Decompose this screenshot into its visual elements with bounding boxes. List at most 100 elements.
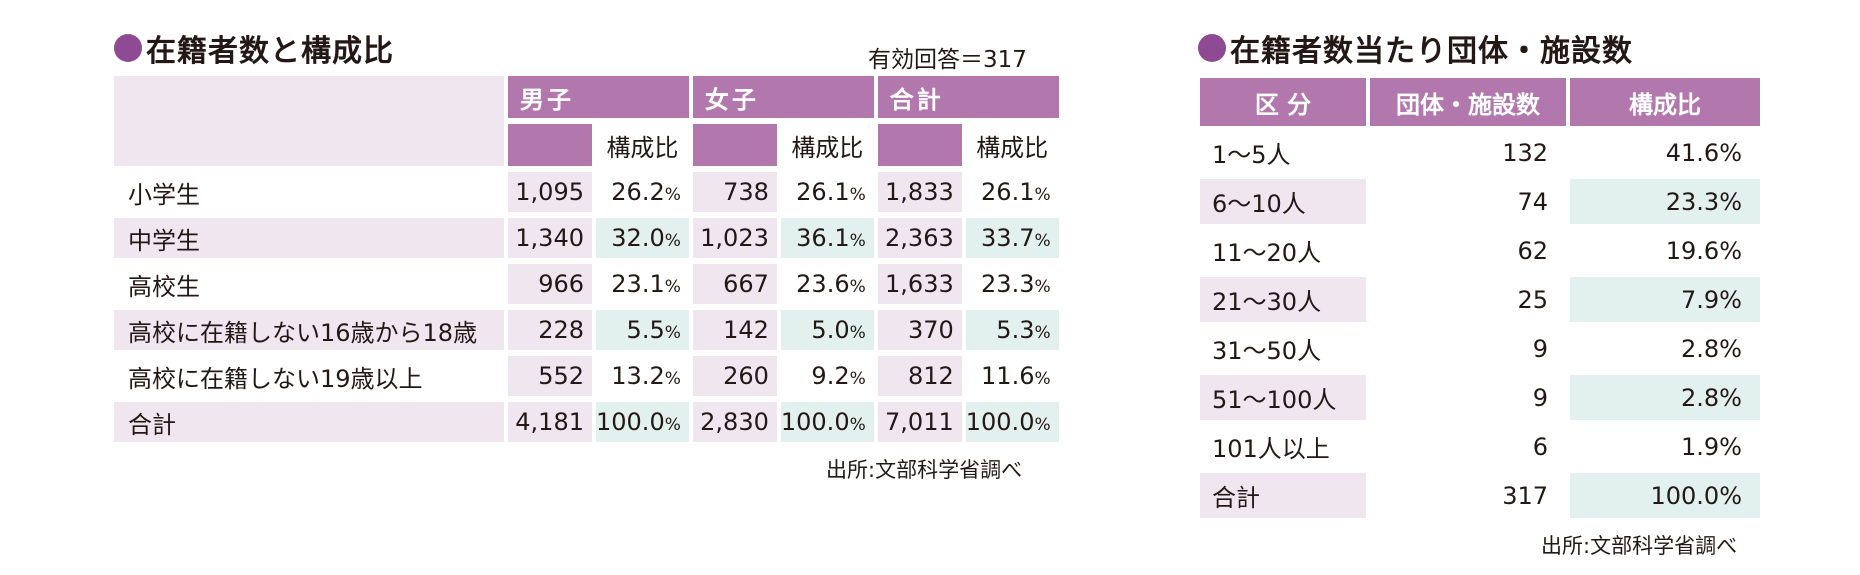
percent-unit: % <box>664 369 681 389</box>
ratio-value: 33.7 <box>981 224 1035 252</box>
cell-total-count: 2,363 <box>877 218 962 258</box>
cell-girls-ratio: 100.0% <box>780 402 874 442</box>
ratio-value: 26.2 <box>611 178 665 206</box>
row-category: 21〜30人 <box>1200 277 1366 322</box>
cell-boys-ratio: 5.5% <box>596 310 689 350</box>
cell-girls-ratio: 9.2% <box>780 356 874 396</box>
ratio-value: 32.0 <box>611 224 665 252</box>
left-title-text: 在籍者数と構成比 <box>146 34 394 69</box>
cell-total-count: 1,833 <box>877 172 962 212</box>
right-source: 出所:文部科学省調べ <box>1541 534 1738 558</box>
table-row: 6〜10人 74 23.3% <box>1200 179 1760 224</box>
cell-girls-ratio: 5.0% <box>780 310 874 350</box>
percent-unit: % <box>664 323 681 343</box>
cell-boys-count: 4,181 <box>508 402 592 442</box>
row-category: 6〜10人 <box>1200 179 1366 224</box>
cell-boys-count: 966 <box>508 264 592 304</box>
ratio-value: 23.6 <box>796 270 850 298</box>
valid-responses-note: 有効回答＝317 <box>868 47 1027 73</box>
cell-total-ratio: 33.7% <box>965 218 1059 258</box>
ratio-value: 100.0 <box>965 408 1035 436</box>
percent-unit: % <box>849 415 866 435</box>
row-count: 9 <box>1370 375 1566 420</box>
left-source: 出所:文部科学省調べ <box>826 458 1023 482</box>
percent-unit: % <box>849 231 866 251</box>
header-total-count <box>877 124 962 166</box>
row-label: 中学生 <box>114 218 504 258</box>
ratio-value: 100.0 <box>780 408 850 436</box>
header-ratio: 構成比 <box>1570 78 1760 126</box>
ratio-value: 5.0 <box>811 316 850 344</box>
header-category: 区 分 <box>1200 78 1366 126</box>
header-girls: 女子 <box>692 76 874 118</box>
table-row: 11〜20人 62 19.6% <box>1200 228 1760 273</box>
ratio-value: 100.0 <box>596 408 665 436</box>
cell-total-ratio: 5.3% <box>965 310 1059 350</box>
table-row: 合計 4,181 100.0% 2,830 100.0% 7,011 100.0% <box>114 402 1059 442</box>
percent-unit: % <box>849 277 866 297</box>
cell-boys-count: 1,095 <box>508 172 592 212</box>
cell-boys-ratio: 32.0% <box>596 218 689 258</box>
row-category: 11〜20人 <box>1200 228 1366 273</box>
cell-girls-count: 142 <box>692 310 777 350</box>
percent-unit: % <box>849 185 866 205</box>
table-row: 合計 317 100.0% <box>1200 473 1760 518</box>
row-label: 高校に在籍しない19歳以上 <box>114 356 504 396</box>
cell-boys-ratio: 100.0% <box>596 402 689 442</box>
row-ratio: 7.9% <box>1570 277 1760 322</box>
table-row: 21〜30人 25 7.9% <box>1200 277 1760 322</box>
header-boys-count <box>508 124 592 166</box>
cell-total-count: 7,011 <box>877 402 962 442</box>
cell-boys-ratio: 23.1% <box>596 264 689 304</box>
header-girls-ratio: 構成比 <box>780 124 874 166</box>
percent-unit: % <box>849 323 866 343</box>
row-count: 74 <box>1370 179 1566 224</box>
cell-total-ratio: 100.0% <box>965 402 1059 442</box>
cell-total-count: 1,633 <box>877 264 962 304</box>
ratio-value: 13.2 <box>611 362 665 390</box>
cell-girls-count: 738 <box>692 172 777 212</box>
row-category: 101人以上 <box>1200 424 1366 469</box>
row-count: 132 <box>1370 130 1566 175</box>
right-title-text: 在籍者数当たり団体・施設数 <box>1230 34 1633 69</box>
cell-total-ratio: 26.1% <box>965 172 1059 212</box>
cell-total-ratio: 23.3% <box>965 264 1059 304</box>
header-boys: 男子 <box>508 76 689 118</box>
row-label: 高校に在籍しない16歳から18歳 <box>114 310 504 350</box>
table-row: 高校に在籍しない19歳以上 552 13.2% 260 9.2% 812 11.6% <box>114 356 1059 396</box>
row-label: 高校生 <box>114 264 504 304</box>
cell-girls-ratio: 36.1% <box>780 218 874 258</box>
percent-unit: % <box>664 185 681 205</box>
header-girls-count <box>692 124 777 166</box>
ratio-value: 26.1 <box>981 178 1035 206</box>
table-row: 31〜50人 9 2.8% <box>1200 326 1760 371</box>
percent-unit: % <box>1034 277 1051 297</box>
header-count: 団体・施設数 <box>1370 78 1566 126</box>
cell-girls-ratio: 23.6% <box>780 264 874 304</box>
bullet-circle-icon <box>114 34 142 62</box>
percent-unit: % <box>1034 415 1051 435</box>
row-count: 317 <box>1370 473 1566 518</box>
table-row: 1〜5人 132 41.6% <box>1200 130 1760 175</box>
row-category: 1〜5人 <box>1200 130 1366 175</box>
ratio-value: 23.3 <box>981 270 1035 298</box>
table-row: 51〜100人 9 2.8% <box>1200 375 1760 420</box>
cell-boys-ratio: 26.2% <box>596 172 689 212</box>
percent-unit: % <box>1034 323 1051 343</box>
table-row: 高校に在籍しない16歳から18歳 228 5.5% 142 5.0% 370 5.3% <box>114 310 1059 350</box>
row-ratio: 19.6% <box>1570 228 1760 273</box>
row-ratio: 41.6% <box>1570 130 1760 175</box>
cell-total-count: 812 <box>877 356 962 396</box>
cell-boys-count: 1,340 <box>508 218 592 258</box>
ratio-value: 9.2 <box>811 362 850 390</box>
header-total: 合計 <box>877 76 1059 118</box>
ratio-value: 23.1 <box>611 270 665 298</box>
row-label: 合計 <box>114 402 504 442</box>
row-ratio: 100.0% <box>1570 473 1760 518</box>
cell-girls-count: 260 <box>692 356 777 396</box>
bullet-circle-icon <box>1198 34 1226 62</box>
organizations-table: 区 分 団体・施設数 構成比 1〜5人 132 41.6% 6〜10人 74 23.3% 1… <box>1196 74 1764 522</box>
percent-unit: % <box>664 231 681 251</box>
header-total-ratio: 構成比 <box>965 124 1059 166</box>
ratio-value: 11.6 <box>981 362 1035 390</box>
